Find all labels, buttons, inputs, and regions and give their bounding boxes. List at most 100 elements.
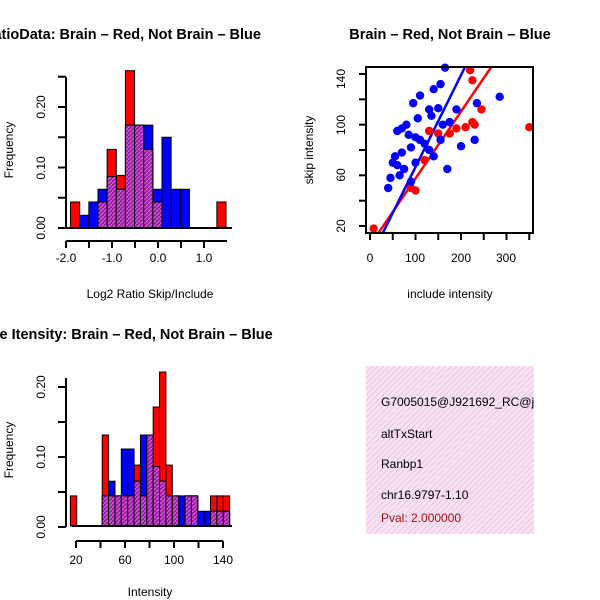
ratio-histogram-title: RatioData: Brain – Red, Not Brain – Blue: [0, 27, 261, 43]
scatter-point-not-brain: [434, 103, 443, 113]
scatter-point-not-brain: [406, 143, 416, 152]
scatter-x-axis-label: include intensity: [407, 287, 492, 301]
ratio-x-tick-label: 0.0: [150, 251, 167, 265]
intensity-bar-overlap: [108, 495, 116, 527]
scatter-x-tick-label: 0: [367, 251, 374, 265]
scatter-y-tick-label: 100: [334, 115, 348, 135]
intensity-bar-overlap: [210, 510, 218, 527]
intensity-bar-overlap: [120, 495, 129, 527]
intensity-y-axis-label: Frequency: [2, 422, 16, 479]
intensity-x-tick-label: 140: [213, 553, 233, 567]
scatter-point-not-brain: [456, 141, 466, 151]
scatter-point-brain: [406, 183, 416, 193]
ratio-bar-overlap: [115, 188, 126, 229]
scatter-point-not-brain: [436, 135, 445, 145]
gene-name: Ranbp1: [381, 457, 424, 471]
scatter-point-not-brain: [438, 120, 447, 129]
scatter-point-not-brain: [393, 160, 402, 170]
intensity-bar-overlap: [171, 495, 180, 527]
scatter-point-brain: [468, 76, 477, 85]
ratio-y-tick-label: 0.10: [34, 156, 48, 180]
scatter-point-not-brain: [495, 92, 504, 101]
ratio-bar-not-brain: [88, 201, 99, 229]
scatter-point-not-brain: [472, 98, 482, 108]
intensity-y-tick-label: 0.20: [34, 375, 48, 399]
ratio-bar-not-brain: [79, 214, 90, 229]
intensity-bar-overlap: [127, 495, 135, 527]
scatter-point-brain: [461, 122, 470, 132]
scatter-x-tick-label: 200: [451, 251, 471, 265]
genomic-location: chr16.9797-1.10: [381, 488, 469, 502]
ratio-bar-not-brain: [170, 188, 181, 229]
scatter-point-not-brain: [397, 148, 407, 157]
intensity-y-tick-label: 0.00: [34, 515, 48, 539]
scatter-point-not-brain: [445, 117, 454, 127]
scatter-point-brain: [525, 122, 534, 132]
event-type: altTxStart: [381, 427, 433, 441]
probe-id: G7005015@J921692_RC@j_at: [381, 395, 534, 409]
scatter-point-not-brain: [424, 145, 434, 155]
intensity-bar-overlap: [216, 510, 224, 527]
intensity-bar-overlap: [133, 480, 141, 527]
scatter-point-not-brain: [429, 152, 438, 161]
scatter-point-not-brain: [452, 105, 461, 114]
intensity-x-tick-label: 100: [164, 553, 184, 567]
ratio-bar-overlap: [143, 148, 154, 229]
scatter-point-brain: [434, 129, 443, 138]
intensity-bar-overlap: [222, 510, 231, 527]
intensity-bar-not-brain: [203, 510, 212, 527]
scatter-y-tick-label: 60: [334, 168, 348, 182]
scatter-point-not-brain: [436, 79, 445, 89]
scatter-point-not-brain: [395, 171, 404, 180]
scatter-point-not-brain: [424, 105, 434, 114]
ratio-bar-brain: [216, 201, 227, 229]
scatter-point-not-brain: [420, 139, 429, 148]
scatter-point-not-brain: [411, 158, 420, 167]
intensity-bar-overlap: [146, 434, 154, 527]
scatter-point-not-brain: [429, 84, 438, 94]
intensity-bar-overlap: [114, 495, 122, 527]
ratio-bar-overlap: [97, 201, 108, 229]
intensity-bar-overlap: [190, 495, 199, 527]
intensity-bar-overlap: [101, 495, 110, 527]
ratio-bar-overlap: [124, 124, 136, 229]
scatter-title: Brain – Red, Not Brain – Blue: [349, 27, 550, 43]
scatter-point-not-brain: [399, 164, 409, 174]
ratio-bar-overlap: [152, 201, 163, 229]
intensity-x-tick-label: 60: [118, 553, 132, 567]
fit-line-not-brain: [381, 67, 467, 233]
intensity-x-tick-label: 20: [69, 553, 83, 567]
intensity-bar-overlap: [159, 480, 167, 527]
scatter-point-not-brain: [409, 98, 418, 108]
scatter-frame: [365, 66, 534, 234]
scatter-point-not-brain: [443, 164, 452, 174]
intensity-bar-overlap: [165, 495, 173, 527]
ratio-bar-overlap: [106, 176, 117, 229]
ratio-bar-not-brain: [179, 188, 190, 229]
scatter-point-not-brain: [427, 111, 436, 120]
scatter-point-brain: [445, 129, 454, 138]
ratio-x-tick-label: -2.0: [56, 251, 77, 265]
intensity-scatter: Brain – Red, Not Brain – Blue 0 100 200 …: [302, 27, 551, 301]
ratio-bar-brain: [70, 201, 81, 229]
scatter-point-brain: [452, 124, 461, 133]
intensity-bar-brain: [69, 495, 78, 527]
scatter-point-not-brain: [404, 130, 413, 139]
intensity-y-tick-label: 0.10: [34, 445, 48, 469]
scatter-point-not-brain: [406, 177, 416, 186]
scatter-x-tick-label: 100: [405, 251, 425, 265]
ratio-bar-overlap: [134, 124, 145, 229]
ratio-x-axis-label: Log2 Ratio Skip/Include: [87, 287, 214, 301]
scatter-y-tick-label: 140: [334, 69, 348, 89]
intensity-x-axis-label: Intensity: [128, 585, 173, 599]
ratio-x-tick-label: -1.0: [102, 251, 123, 265]
scatter-point-not-brain: [415, 91, 425, 100]
intensity-histogram: Gene Itensity: Brain – Red, Not Brain – …: [0, 327, 273, 599]
scatter-point-brain: [465, 65, 475, 75]
scatter-point-brain: [424, 126, 434, 136]
scatter-y-axis-label: skip intensity: [302, 116, 316, 185]
ratio-y-axis-label: Frequency: [2, 122, 16, 179]
intensity-histogram-title: Gene Itensity: Brain – Red, Not Brain – …: [0, 327, 273, 343]
scatter-point-not-brain: [470, 135, 479, 145]
